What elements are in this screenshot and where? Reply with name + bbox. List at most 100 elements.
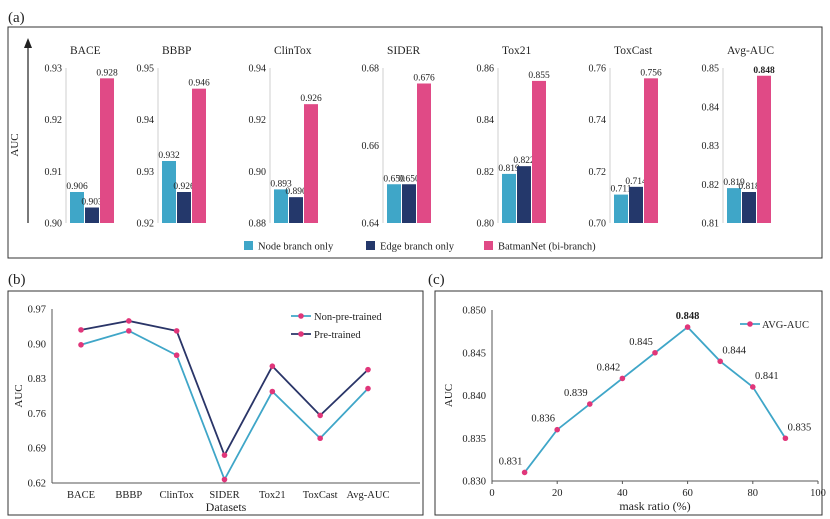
bar-batman (757, 75, 771, 223)
subplot-title: BBBP (162, 45, 191, 57)
y-tick-label: 0.93 (137, 167, 155, 178)
y-tick-label: 0.82 (702, 180, 720, 191)
bar-batman (644, 78, 658, 223)
c-y-tick-label: 0.850 (462, 306, 486, 317)
c-data-point (782, 435, 789, 442)
b-x-tick-label: BACE (67, 490, 95, 501)
b-data-point (317, 435, 323, 442)
bar-edge (742, 192, 756, 223)
y-tick-label: 0.90 (249, 167, 267, 178)
panel-b-frame (7, 290, 424, 516)
c-x-tick-label: 20 (552, 488, 563, 499)
b-data-point (365, 385, 371, 392)
bar-value-label: 0.946 (188, 79, 210, 89)
y-tick-label: 0.74 (589, 115, 607, 126)
c-y-tick-label: 0.840 (462, 391, 486, 402)
y-tick-label: 0.92 (249, 115, 267, 126)
bar-edge (629, 186, 643, 223)
c-data-point (717, 358, 723, 365)
bar-node (387, 184, 401, 223)
panel-a-frame (7, 26, 823, 259)
subplot-bbbp: BBBP 0.92 0.93 0.94 0.95 0.932 0.926 0.946 (137, 45, 210, 230)
b-legend-marker (298, 331, 304, 337)
c-x-tick-label: 0 (489, 488, 494, 499)
bar-batman (417, 83, 431, 223)
y-tick-label: 0.90 (45, 219, 63, 230)
c-data-label: 0.841 (755, 371, 779, 382)
subplot-title: SIDER (387, 45, 421, 57)
b-data-point (78, 327, 84, 333)
b-data-point (221, 452, 228, 458)
c-data-label: 0.835 (788, 422, 812, 433)
bar-node (274, 189, 288, 223)
y-tick-label: 0.93 (45, 64, 63, 75)
c-data-point (684, 324, 691, 330)
c-y-axis-label: AUC (443, 384, 455, 407)
bar-batman (100, 78, 114, 223)
bar-value-label: 0.711 (610, 185, 631, 195)
c-data-point (750, 384, 756, 390)
y-tick-label: 0.86 (477, 64, 495, 75)
b-x-tick-label: Avg-AUC (347, 490, 390, 501)
b-data-point (269, 388, 276, 395)
b-y-tick-label: 0.76 (28, 409, 46, 420)
panel-label-b: (b) (8, 272, 26, 288)
b-data-point (317, 412, 323, 419)
y-tick-label: 0.92 (137, 219, 155, 230)
c-data-label: 0.836 (531, 414, 555, 425)
bar-batman (192, 88, 206, 224)
y-tick-label: 0.91 (45, 167, 63, 178)
c-x-tick-label: 40 (617, 488, 628, 499)
subplot-bace: BACE 0.90 0.91 0.92 0.93 0.906 0.903 0.928 (45, 45, 118, 230)
subplot-title: ClinTox (274, 45, 312, 57)
bar-value-label: 0.848 (753, 66, 775, 76)
bar-value-label: 0.822 (513, 156, 535, 166)
bar-node (727, 188, 741, 223)
c-data-point (587, 401, 593, 407)
y-tick-label: 0.81 (702, 219, 720, 230)
c-data-label: 0.848 (676, 311, 700, 322)
bar-value-label: 0.818 (738, 182, 760, 192)
b-x-tick-label: ClinTox (160, 490, 195, 501)
y-tick-label: 0.95 (137, 64, 155, 75)
legend-label: Node branch only (258, 242, 334, 253)
b-data-point (221, 476, 228, 483)
subplot-title: BACE (70, 45, 101, 57)
y-tick-label: 0.88 (249, 219, 267, 230)
b-x-tick-label: Tox21 (259, 490, 286, 501)
panel-c-frame (434, 290, 823, 516)
y-tick-label: 0.80 (477, 219, 495, 230)
c-data-label: 0.844 (722, 345, 746, 356)
y-tick-label: 0.84 (477, 115, 495, 126)
b-data-point (269, 363, 276, 369)
a-y-axis-arrowhead (24, 38, 32, 48)
bar-edge (85, 207, 99, 223)
b-x-tick-label: ToxCast (303, 490, 338, 501)
b-legend-label: Non-pre-trained (314, 312, 382, 323)
b-y-tick-label: 0.69 (28, 444, 46, 455)
b-legend-label: Pre-trained (314, 330, 361, 341)
panel-label-c: (c) (428, 272, 445, 288)
y-tick-label: 0.70 (589, 219, 607, 230)
bar-value-label: 0.855 (528, 71, 550, 81)
bar-value-label: 0.932 (158, 151, 180, 161)
bar-edge (289, 197, 303, 223)
legend-swatch-edge (366, 241, 375, 250)
y-tick-label: 0.85 (702, 64, 720, 75)
c-legend-label: AVG-AUC (762, 320, 809, 331)
c-series-line (523, 325, 787, 473)
subplot-title: Avg-AUC (727, 45, 774, 57)
bar-value-label: 0.890 (285, 187, 307, 197)
y-tick-label: 0.84 (702, 102, 720, 113)
y-tick-label: 0.82 (477, 167, 495, 178)
bar-batman (532, 80, 546, 224)
b-x-tick-label: BBBP (115, 490, 142, 501)
c-data-point (521, 469, 528, 476)
c-y-tick-label: 0.830 (462, 477, 486, 488)
c-data-point (554, 426, 560, 433)
b-data-point (126, 328, 132, 334)
